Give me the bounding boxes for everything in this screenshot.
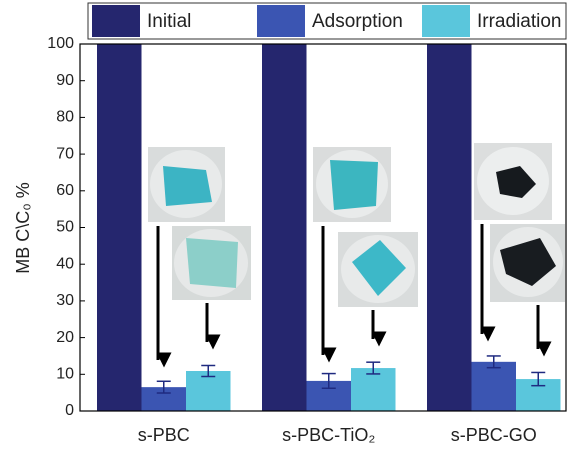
arrows [156,224,552,368]
legend-swatch [257,5,305,37]
bar [427,44,472,411]
photo-insets [148,143,565,307]
y-tick-label: 20 [56,329,74,346]
y-tick-label: 40 [56,255,74,272]
legend-label: Irradiation [477,11,562,32]
film [330,160,378,210]
y-tick-label: 70 [56,145,74,162]
error-bar [486,355,501,369]
bar [186,370,231,411]
y-tick-label: 10 [56,366,74,383]
error-bar [366,361,381,375]
y-tick-label: 90 [56,72,74,89]
y-tick-label: 100 [47,35,74,52]
legend-label: Initial [147,11,191,32]
error-bar [156,380,171,394]
bar [262,44,307,411]
y-tick-label: 60 [56,182,74,199]
y-tick-label: 50 [56,219,74,236]
film [186,238,238,288]
error-bar [531,371,546,387]
legend-swatch [92,5,140,37]
bar [351,368,396,411]
x-tick-label: s-PBC-TiO₂ [282,425,375,445]
x-tick-label: s-PBC-GO [451,425,537,445]
bar [141,387,186,411]
y-axis-label: MB C\C₀ % [13,182,33,273]
legend-swatch [422,5,470,37]
error-bar [201,364,216,378]
film [500,238,556,286]
y-tick-label: 30 [56,292,74,309]
y-tick-label: 80 [56,109,74,126]
y-tick-label: 0 [65,402,74,419]
plot-area: 0 10 20 30 40 50 60 70 80 90 100 s-PBC s-PBC-TiO₂ s-P… [47,35,567,445]
bar [471,361,516,411]
x-tick-label: s-PBC [138,425,190,445]
legend-box [87,2,567,40]
error-bar [321,372,336,389]
legend: Initial Adsorption Irradiation [87,2,567,40]
legend-label: Adsorption [312,11,403,32]
film [352,240,406,296]
plot-frame [79,43,567,412]
bar [97,44,142,411]
film [496,166,536,198]
film [163,166,212,206]
